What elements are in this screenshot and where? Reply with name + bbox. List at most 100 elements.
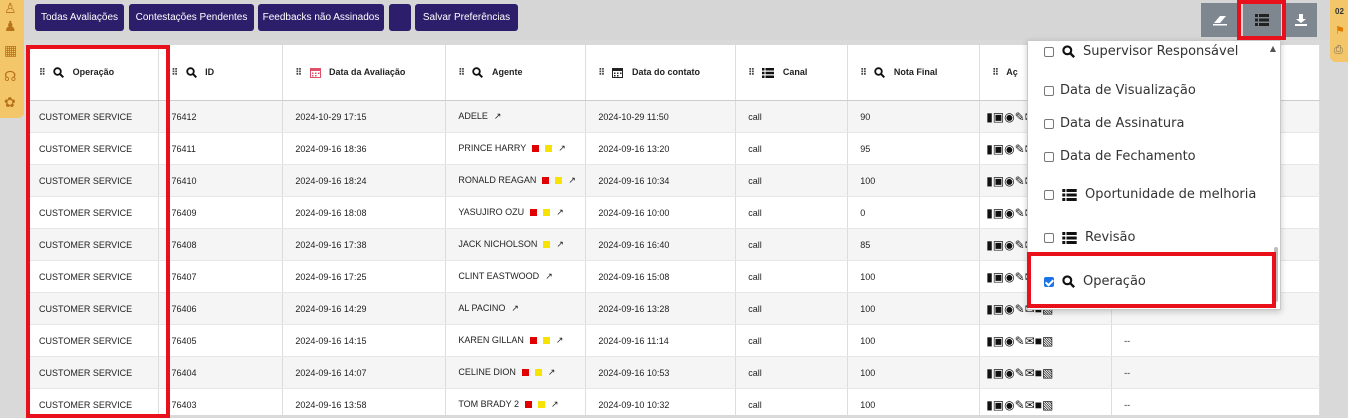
- external-link-icon[interactable]: ↗: [545, 271, 553, 282]
- scroll-up-arrow-icon[interactable]: ▲: [1269, 44, 1276, 53]
- unsigned-feedbacks-button[interactable]: Feedbacks não Assinados: [258, 4, 384, 31]
- checkbox[interactable]: [1044, 232, 1054, 243]
- export-icon[interactable]: ✎: [1014, 301, 1025, 316]
- copy-icon[interactable]: ▣: [992, 141, 1005, 156]
- flag-icon[interactable]: ⚑: [1335, 25, 1345, 37]
- checkbox-checked[interactable]: [1044, 276, 1054, 287]
- external-link-icon[interactable]: ↗: [511, 303, 519, 314]
- checkbox[interactable]: [1044, 118, 1054, 129]
- eraser-button[interactable]: [1201, 3, 1239, 37]
- document-icon[interactable]: ▮: [986, 173, 993, 188]
- export-icon[interactable]: ✎: [1014, 269, 1025, 284]
- col-header-data-contato[interactable]: ⠿ Data do contato: [585, 45, 737, 101]
- drag-handle-icon[interactable]: ⠿: [295, 66, 302, 77]
- drag-handle-icon[interactable]: ⠿: [992, 67, 999, 77]
- export-icon[interactable]: ✎: [1014, 109, 1025, 124]
- comment-icon[interactable]: ◉: [1004, 173, 1015, 188]
- users-icon[interactable]: ♙: [4, 0, 17, 16]
- table-row[interactable]: CUSTOMER SERVICE 76410 2024-09-16 18:24 RON…: [27, 164, 1320, 197]
- checkbox[interactable]: [1044, 85, 1054, 96]
- export-icon[interactable]: ✎: [1014, 397, 1025, 412]
- external-link-icon[interactable]: ↗: [555, 335, 564, 346]
- mail-icon[interactable]: ✉: [1024, 397, 1035, 412]
- drag-handle-icon[interactable]: ⠿: [458, 66, 465, 77]
- calendar-icon[interactable]: ▦: [4, 42, 18, 58]
- external-link-icon[interactable]: ↗: [568, 175, 576, 186]
- checkbox[interactable]: [1044, 189, 1054, 200]
- column-option-data-visualizacao[interactable]: Data de Visualização: [1044, 83, 1196, 98]
- trash-icon[interactable]: ▧: [1042, 333, 1054, 348]
- comment-icon[interactable]: ◉: [1004, 109, 1015, 124]
- lock-icon[interactable]: ■: [1034, 365, 1042, 380]
- col-header-canal[interactable]: ⠿ Canal: [735, 45, 849, 101]
- copy-icon[interactable]: ▣: [992, 365, 1005, 380]
- col-header-agente[interactable]: ⠿ Agente: [445, 45, 587, 101]
- comment-icon[interactable]: ◉: [1004, 269, 1015, 284]
- copy-icon[interactable]: ▣: [992, 173, 1005, 188]
- column-option-oportunidade[interactable]: Oportunidade de melhoria: [1044, 187, 1256, 202]
- all-evaluations-button[interactable]: Todas Avaliações: [35, 4, 124, 31]
- drag-handle-icon[interactable]: ⠿: [598, 66, 605, 77]
- trash-icon[interactable]: ▧: [1042, 365, 1054, 380]
- document-icon[interactable]: ▮: [986, 301, 993, 316]
- external-link-icon[interactable]: ↗: [493, 111, 502, 122]
- empty-filter-button[interactable]: [389, 4, 411, 31]
- scrollbar-thumb[interactable]: [1274, 247, 1278, 302]
- col-header-operacao[interactable]: ⠿ Operação: [27, 45, 160, 101]
- copy-icon[interactable]: ▣: [992, 301, 1005, 316]
- external-link-icon[interactable]: ↗: [556, 207, 564, 218]
- download-button[interactable]: [1285, 3, 1317, 37]
- document-icon[interactable]: ▮: [986, 109, 993, 124]
- columns-button[interactable]: [1243, 3, 1281, 37]
- export-icon[interactable]: ✎: [1014, 205, 1025, 220]
- copy-icon[interactable]: ▣: [992, 109, 1005, 124]
- external-link-icon[interactable]: ↗: [547, 367, 556, 378]
- checkbox[interactable]: [1044, 46, 1054, 57]
- mail-icon[interactable]: ✉: [1024, 365, 1035, 380]
- document-icon[interactable]: ▮: [986, 205, 993, 220]
- export-icon[interactable]: ✎: [1014, 333, 1025, 348]
- drag-handle-icon[interactable]: ⠿: [860, 66, 867, 77]
- copy-icon[interactable]: ▣: [992, 397, 1005, 412]
- lock-icon[interactable]: ■: [1034, 333, 1042, 348]
- print-icon[interactable]: ⎙: [1334, 44, 1343, 56]
- table-row[interactable]: CUSTOMER SERVICE 76404 2024-09-16 14:07 CEL…: [27, 356, 1320, 389]
- external-link-icon[interactable]: ↗: [551, 399, 559, 410]
- export-icon[interactable]: ✎: [1014, 237, 1025, 252]
- comment-icon[interactable]: ◉: [1004, 301, 1015, 316]
- column-option-operacao[interactable]: Operação: [1044, 274, 1146, 289]
- mail-icon[interactable]: ✉: [1024, 333, 1035, 348]
- person-icon[interactable]: ♟: [4, 18, 17, 34]
- comment-icon[interactable]: ◉: [1004, 365, 1015, 380]
- drag-handle-icon[interactable]: ⠿: [39, 66, 46, 77]
- column-option-revisao[interactable]: Revisão: [1044, 230, 1135, 245]
- column-option-data-fechamento[interactable]: Data de Fechamento: [1044, 149, 1196, 164]
- document-icon[interactable]: ▮: [986, 333, 993, 348]
- export-icon[interactable]: ✎: [1014, 365, 1025, 380]
- drag-handle-icon[interactable]: ⠿: [171, 66, 178, 77]
- col-header-id[interactable]: ⠿ ID: [158, 45, 284, 101]
- table-row[interactable]: CUSTOMER SERVICE 76407 2024-09-16 17:25 CLI…: [27, 260, 1320, 293]
- column-option-supervisor[interactable]: Supervisor Responsável: [1044, 44, 1238, 59]
- lock-icon[interactable]: ■: [1034, 397, 1042, 412]
- table-row[interactable]: CUSTOMER SERVICE 76409 2024-09-16 18:08 YAS…: [27, 196, 1320, 229]
- external-link-icon[interactable]: ↗: [556, 239, 564, 250]
- save-preferences-button[interactable]: Salvar Preferências: [415, 4, 518, 31]
- document-icon[interactable]: ▮: [986, 237, 993, 252]
- pending-contests-button[interactable]: Contestações Pendentes: [129, 4, 254, 31]
- table-row[interactable]: CUSTOMER SERVICE 76403 2024-09-16 13:58 TOM…: [27, 388, 1320, 415]
- column-chooser-dropdown[interactable]: ▲ Supervisor Responsável Data de Visuali…: [1027, 40, 1281, 310]
- copy-icon[interactable]: ▣: [992, 333, 1005, 348]
- document-icon[interactable]: ▮: [986, 141, 993, 156]
- column-option-data-assinatura[interactable]: Data de Assinatura: [1044, 116, 1184, 131]
- checkbox[interactable]: [1044, 151, 1054, 162]
- palette-icon[interactable]: ✿: [4, 94, 16, 110]
- copy-icon[interactable]: ▣: [992, 205, 1005, 220]
- export-icon[interactable]: ✎: [1014, 141, 1025, 156]
- document-icon[interactable]: ▮: [986, 397, 993, 412]
- comment-icon[interactable]: ◉: [1004, 397, 1015, 412]
- col-header-nota-final[interactable]: ⠿ Nota Final: [847, 45, 981, 101]
- export-icon[interactable]: ✎: [1014, 173, 1025, 188]
- external-link-icon[interactable]: ↗: [558, 143, 566, 154]
- table-row[interactable]: CUSTOMER SERVICE 76405 2024-09-16 14:15 KAR…: [27, 324, 1320, 357]
